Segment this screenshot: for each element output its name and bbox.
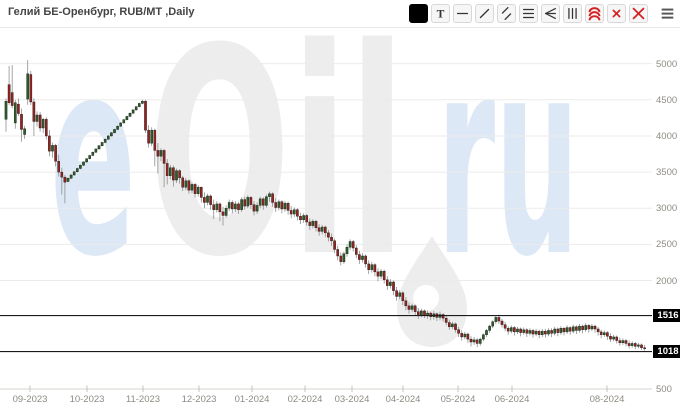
drawing-toolbar: T: [409, 4, 677, 23]
price-line-badge: 1516: [653, 309, 680, 323]
fan-lines-icon: [544, 7, 557, 20]
y-axis-label: 2500: [656, 239, 678, 251]
red-cross-small-icon: [612, 9, 621, 18]
horizontal-line-tool-button[interactable]: [453, 4, 472, 23]
triple-vertical-lines-icon: [568, 7, 577, 20]
chart-title: Гелий БЕ-Оренбург, RUB/МТ ,Daily: [8, 6, 195, 18]
x-axis-label: 12-2023: [181, 394, 217, 405]
x-axis-label: 01-2024: [234, 394, 270, 405]
x-axis: [0, 385, 652, 392]
y-axis-label: 500: [656, 384, 672, 395]
watermark-letters-oil: Oil: [148, 0, 406, 320]
fan-tool-button[interactable]: [541, 4, 560, 23]
x-axis-label: 03-2024: [334, 394, 370, 405]
x-axis-label: 06-2024: [494, 394, 530, 405]
levels-tool-button[interactable]: [519, 4, 538, 23]
diagonal-line-icon: [479, 8, 490, 19]
x-axis-label: 11-2023: [125, 394, 161, 405]
hamburger-menu-icon: [661, 8, 673, 19]
channel-tool-button[interactable]: [497, 4, 516, 23]
trend-line-tool-button[interactable]: [475, 4, 494, 23]
y-axis-label: 2000: [656, 275, 678, 287]
x-axis-label: 10-2023: [69, 394, 105, 405]
filled-square-icon: [411, 6, 426, 21]
gridlines: [0, 63, 652, 390]
fib-arcs-tool-button[interactable]: [585, 4, 604, 23]
horizontal-line-icon: [456, 12, 469, 15]
triple-horizontal-lines-icon: [522, 8, 535, 19]
remove-all-button[interactable]: [629, 4, 648, 23]
x-axis-label: 09-2023: [12, 394, 48, 405]
red-cross-large-icon: [632, 7, 645, 20]
y-axis-label: 4500: [656, 94, 678, 106]
price-lines-layer[interactable]: [0, 314, 652, 353]
double-diagonal-icon: [501, 7, 512, 20]
x-axis-label: 02-2024: [287, 394, 323, 405]
header-separator: [0, 27, 680, 28]
text-tool-button[interactable]: T: [431, 4, 450, 23]
color-swatch-button[interactable]: [409, 4, 428, 23]
y-axis-label: 3000: [656, 203, 678, 215]
text-tool-icon: T: [437, 8, 445, 21]
watermark-letter-e: e: [50, 1, 136, 317]
watermark-letters-ru: ru: [437, 1, 579, 317]
candles-layer: [4, 60, 646, 351]
y-axis-label: 4000: [656, 130, 678, 142]
chart-menu-button[interactable]: [657, 4, 677, 23]
x-axis-label: 04-2024: [385, 394, 421, 405]
x-axis-label: 08-2024: [589, 394, 625, 405]
y-axis-label: 3500: [656, 167, 678, 179]
x-axis-label: 05-2024: [440, 394, 476, 405]
oil-drop-icon: [397, 236, 467, 347]
vertical-lines-tool-button[interactable]: [563, 4, 582, 23]
svg-text:T: T: [437, 8, 445, 21]
remove-object-button[interactable]: [607, 4, 626, 23]
price-line-badge: 1018: [653, 345, 680, 359]
y-axis-label: 5000: [656, 58, 678, 70]
red-arcs-icon: [588, 7, 601, 21]
